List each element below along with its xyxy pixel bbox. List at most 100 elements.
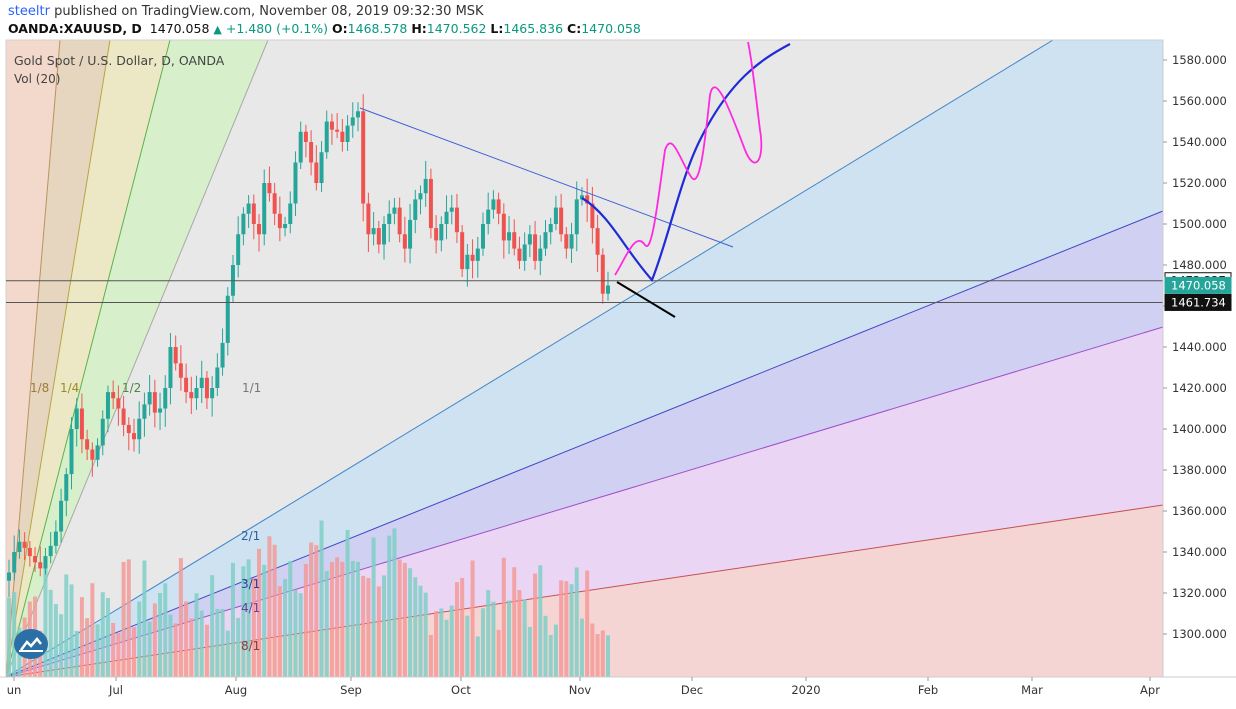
fan-label: 2/1 — [241, 529, 260, 543]
fan-labels: 1/8 1/4 1/2 1/1 2/1 3/1 4/1 8/1 — [30, 381, 261, 653]
last-price: 1470.058 — [149, 21, 210, 36]
candle-body — [569, 234, 574, 249]
volume-bar — [382, 575, 387, 677]
candle-body — [350, 117, 355, 126]
candle-body — [475, 248, 480, 261]
volume-bar — [335, 557, 340, 677]
quote-line: OANDA:XAUUSD, D 1470.058 ▲ +1.480 (+0.1%… — [8, 21, 641, 36]
candle-body — [553, 207, 558, 224]
volume-bar — [267, 536, 272, 677]
candle-body — [199, 377, 204, 388]
candle-body — [22, 541, 27, 548]
volume-bar — [178, 558, 183, 677]
volume-bar — [74, 630, 79, 677]
candle-body — [470, 254, 475, 261]
candle-body — [402, 234, 407, 249]
volume-bar — [64, 574, 69, 677]
candle-body — [43, 556, 48, 569]
time-axis — [0, 677, 1236, 709]
candle-body — [527, 234, 532, 245]
volume-bar — [460, 578, 465, 677]
candle-body — [152, 392, 157, 413]
candle-body — [340, 131, 345, 142]
volume-bar — [147, 621, 152, 677]
volume-bar — [392, 528, 397, 677]
candle-body — [100, 418, 105, 446]
x-tick-label: Mar — [1021, 683, 1043, 697]
close-label: C: — [567, 21, 582, 36]
volume-bar — [126, 559, 131, 677]
volume-bar — [564, 581, 569, 677]
volume-bar — [606, 635, 610, 677]
y-tick-label: 1420.000 — [1172, 381, 1227, 395]
candle-body — [48, 545, 53, 557]
candle-body — [215, 367, 220, 388]
volume-bar — [527, 626, 532, 677]
fan-label: 3/1 — [241, 577, 260, 591]
symbol-label: OANDA:XAUUSD, D — [8, 21, 142, 36]
volume-bar — [444, 619, 449, 677]
fan-label: 1/4 — [60, 381, 79, 395]
x-tick-label: Nov — [569, 683, 592, 697]
candle-body — [418, 193, 423, 200]
volume-bar — [121, 561, 126, 677]
candle-body — [329, 121, 334, 130]
gann-fan — [5, 39, 1164, 678]
candle-body — [303, 131, 308, 142]
volume-bar — [413, 577, 418, 677]
open-value: 1468.578 — [347, 21, 408, 36]
candle-body — [163, 388, 168, 409]
low-label: L: — [490, 21, 504, 36]
volume-bar — [517, 590, 522, 677]
fan-ray — [5, 326, 1164, 678]
volume-bar — [465, 615, 470, 677]
high-value: 1470.562 — [426, 21, 487, 36]
x-tick-label: Aug — [225, 683, 247, 697]
candle-body — [283, 224, 288, 229]
candle-body — [38, 562, 43, 569]
candle-body — [387, 213, 392, 224]
candle-body — [392, 207, 397, 214]
volume-bar — [309, 542, 314, 677]
volume-bar — [418, 585, 423, 677]
candle-body — [90, 449, 95, 460]
candle-body — [595, 228, 600, 255]
candle-body — [543, 232, 548, 249]
volume-bar — [319, 520, 324, 677]
volume-bar — [553, 624, 558, 677]
volume-bar — [355, 561, 360, 677]
candle-body — [251, 203, 256, 224]
candle-body — [480, 224, 485, 249]
tradingview-logo-icon[interactable] — [14, 629, 48, 659]
candle-body — [184, 377, 189, 393]
author-link[interactable]: steeltr — [8, 4, 50, 19]
candle-body — [246, 203, 251, 214]
volume-bar — [512, 567, 517, 677]
y-tick-label: 1500.000 — [1172, 217, 1227, 231]
volume-bar — [402, 562, 407, 677]
candle-body — [585, 195, 590, 204]
volume-bar — [257, 548, 262, 677]
volume-bar — [225, 630, 230, 677]
fan-label: 1/8 — [30, 381, 49, 395]
y-tick-label: 1360.000 — [1172, 504, 1227, 518]
candle-body — [85, 439, 90, 450]
y-tick-label: 1540.000 — [1172, 135, 1227, 149]
volume-bar — [397, 559, 402, 677]
volume-bar — [585, 570, 590, 677]
candle-body — [225, 295, 230, 343]
candle-body — [64, 474, 69, 501]
volume-bar — [53, 604, 58, 677]
volume-bar — [90, 583, 95, 677]
chart-title: Gold Spot / U.S. Dollar, D, OANDA — [14, 53, 225, 68]
candle-body — [116, 398, 121, 409]
candle-body — [241, 213, 246, 235]
volume-bar — [173, 623, 178, 677]
x-tick-label: un — [7, 683, 22, 697]
x-tick-label: Apr — [1140, 683, 1160, 697]
publish-text: published on TradingView.com, November 0… — [54, 4, 484, 19]
projection-blue — [581, 43, 791, 283]
volume-bar — [251, 578, 256, 677]
axes: 1300.000 1320.000 1340.000 1360.000 1380.000… — [0, 40, 1236, 709]
